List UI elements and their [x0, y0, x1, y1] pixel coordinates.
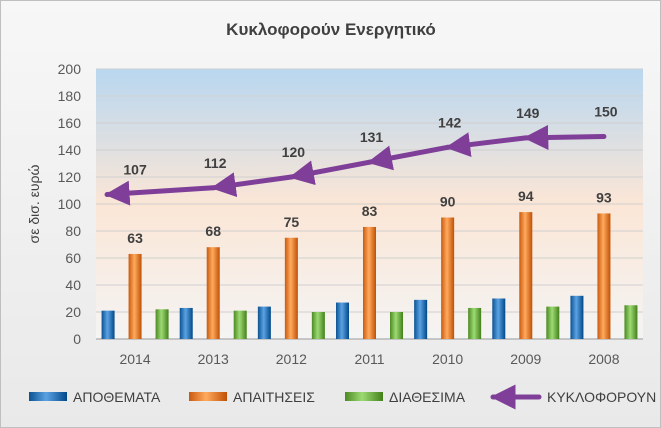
- bar-διαθεσιμα: [311, 312, 325, 339]
- legend-swatch: [29, 392, 67, 401]
- line-segment: [210, 172, 294, 198]
- bar-απαιτησεις: [363, 226, 376, 339]
- legend-label: ΑΠΑΙΤΗΣΕΙΣ: [233, 389, 315, 405]
- x-tick-label: 2010: [432, 351, 463, 367]
- legend-label: ΔΙΑΘΕΣΙΜΑ: [389, 389, 466, 405]
- x-tick-label: 2008: [588, 351, 619, 367]
- y-tick-label: 60: [65, 250, 81, 266]
- y-axis: 0 20 40 60 80 100 120 140 160 180 200: [58, 61, 82, 347]
- bar-αποθεματα: [257, 306, 271, 339]
- bar-αποθεματα: [101, 310, 115, 339]
- legend-label: ΚΥΚΛΟΦΟΡΟΥΝ: [547, 389, 656, 405]
- x-tick-label: 2012: [276, 351, 307, 367]
- bar-αποθεματα: [492, 298, 506, 339]
- y-tick-label: 160: [58, 115, 82, 131]
- bar-data-label: 90: [440, 194, 456, 210]
- bar-data-label: 75: [284, 214, 300, 230]
- bar-απαιτησεις: [597, 213, 611, 339]
- line-data-label: 107: [123, 162, 147, 178]
- bar-αποθεματα: [179, 307, 193, 339]
- bar-απαιτησεις: [284, 237, 298, 339]
- data-labels: 63 68 75 83 90 94 93 107 112 120 131 142 149 150: [123, 104, 617, 246]
- y-axis-label: σε δισ. ευρώ: [26, 164, 42, 243]
- bar-data-label: 63: [127, 230, 143, 246]
- legend-swatch: [345, 392, 383, 401]
- x-tick-label: 2011: [354, 351, 384, 367]
- line-segment: [288, 159, 372, 186]
- bar-data-label: 68: [205, 223, 221, 239]
- line-data-label: 131: [360, 129, 384, 145]
- bar-απαιτησεις: [206, 247, 220, 339]
- bar-απαιτησεις: [128, 253, 142, 339]
- bar-data-label: 93: [596, 189, 612, 205]
- x-axis: 2014 2013 2012 2011 2010 2009 2008: [119, 351, 619, 367]
- bar-διαθεσιμα: [233, 310, 247, 339]
- line-segment: [367, 144, 451, 171]
- legend: ΑΠΟΘΕΜΑΤΑ ΑΠΑΙΤΗΣΕΙΣ ΔΙΑΘΕΣΙΜΑ ΚΥΚΛΟΦΟΡΟΥΝ: [29, 384, 656, 410]
- bar-διαθεσιμα: [390, 312, 403, 339]
- line-data-label: 150: [594, 104, 618, 120]
- y-tick-label: 100: [58, 196, 82, 212]
- y-tick-label: 140: [58, 142, 82, 158]
- x-tick-label: 2013: [198, 351, 229, 367]
- y-tick-label: 40: [65, 277, 81, 293]
- bar-αποθεματα: [414, 299, 428, 339]
- y-tick-label: 180: [58, 88, 82, 104]
- bar-διαθεσιμα: [546, 306, 560, 339]
- bar-διαθεσιμα: [624, 305, 638, 339]
- line-segment: [445, 132, 529, 158]
- legend-label: ΑΠΟΘΕΜΑΤΑ: [73, 389, 161, 405]
- y-tick-label: 120: [58, 169, 82, 185]
- line-data-label: 149: [516, 105, 540, 121]
- y-tick-label: 0: [73, 331, 81, 347]
- bar-data-label: 83: [362, 203, 378, 219]
- bar-διαθεσιμα: [468, 307, 482, 339]
- x-tick-label: 2014: [119, 351, 150, 367]
- y-tick-label: 20: [65, 304, 81, 320]
- y-tick-label: 80: [65, 223, 81, 239]
- bar-απαιτησεις: [519, 212, 533, 339]
- x-tick-label: 2009: [510, 351, 541, 367]
- line-segment: [104, 180, 216, 206]
- bar-data-label: 94: [518, 188, 534, 204]
- bar-απαιτησεις: [441, 217, 455, 339]
- line-series: [104, 124, 607, 206]
- bars: [101, 212, 638, 339]
- line-data-label: 120: [282, 144, 306, 160]
- chart-title: Κυκλοφορούν Ενεργητικό: [226, 20, 436, 39]
- bar-αποθεματα: [570, 295, 584, 339]
- bar-διαθεσιμα: [155, 309, 169, 339]
- line-segment: [523, 124, 607, 150]
- line-data-label: 142: [438, 114, 462, 130]
- y-tick-label: 200: [58, 61, 82, 77]
- legend-swatch: [189, 392, 227, 401]
- line-data-label: 112: [204, 155, 227, 171]
- bar-αποθεματα: [336, 302, 349, 339]
